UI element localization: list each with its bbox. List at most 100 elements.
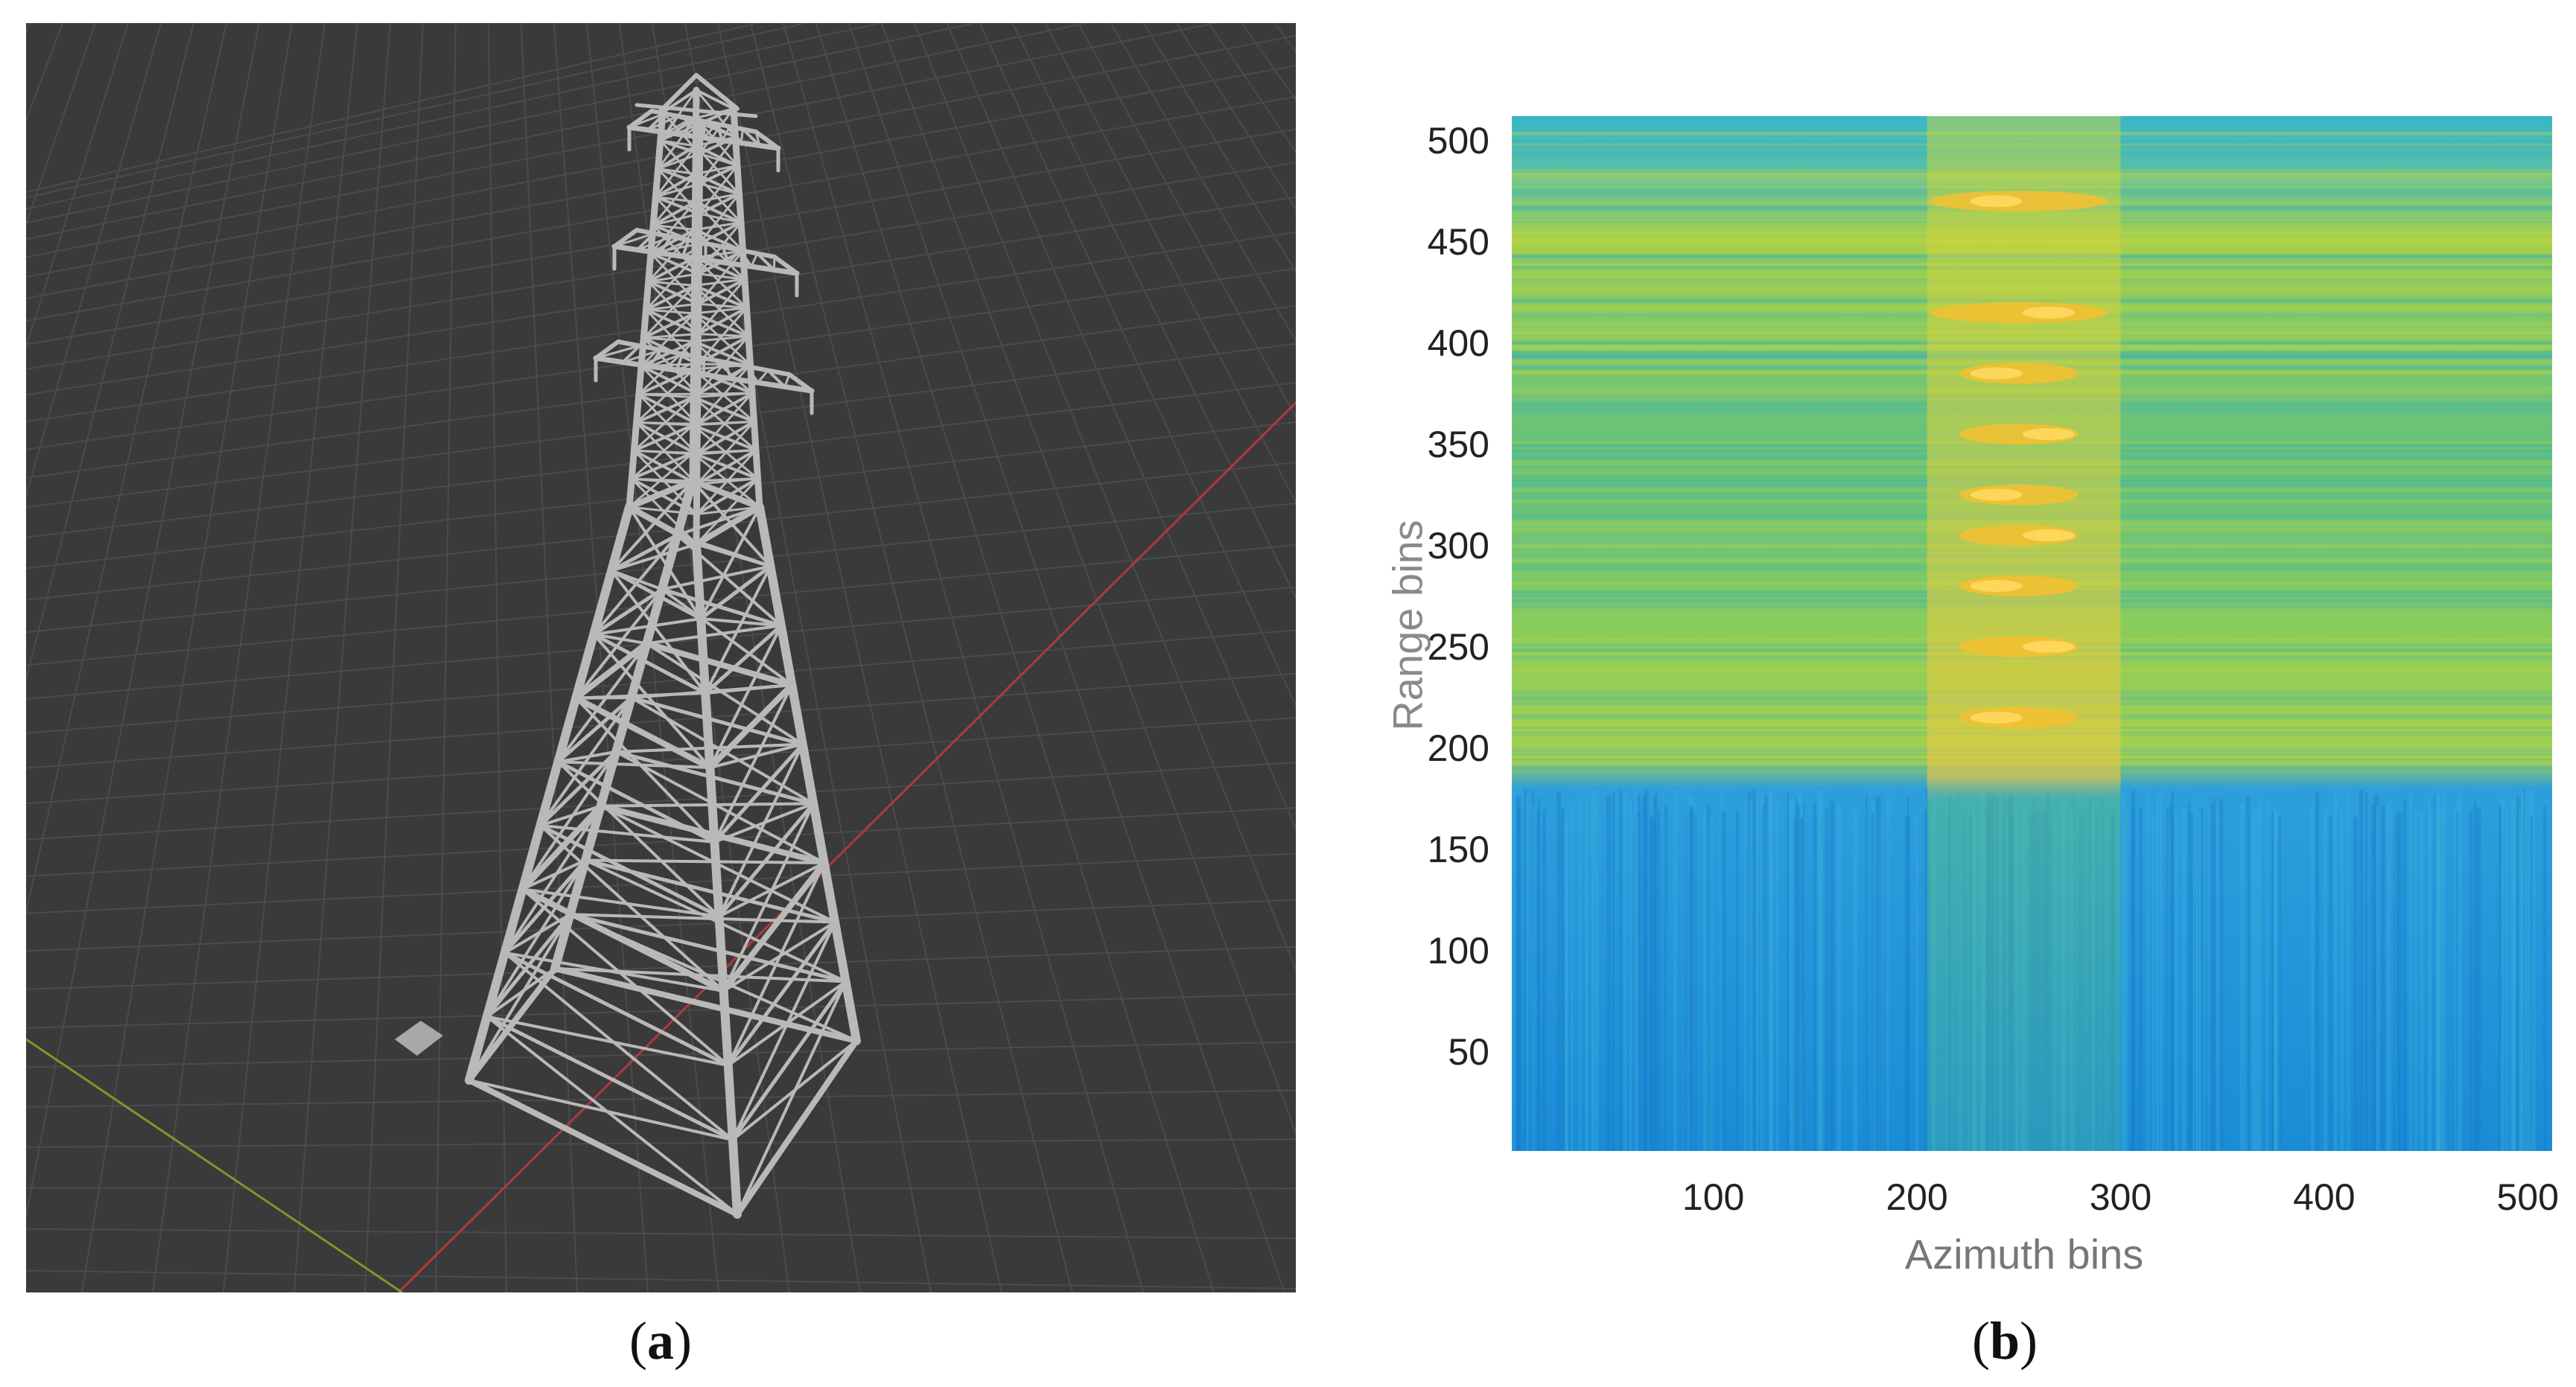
noise-stripe [1650,814,1653,1151]
tower-member [635,103,758,118]
tower-member [640,339,696,368]
tower-member [632,449,698,516]
tower-member [659,139,701,185]
x-tick-label: 100 [1682,1176,1745,1218]
tower-member [594,340,620,360]
grid-line [26,806,1296,877]
x-tick-label: 400 [2293,1176,2356,1218]
tower-member [521,887,721,918]
noise-stripe [1786,792,1790,1151]
tower-member [728,125,742,144]
tower-member [684,120,705,136]
grid-line [1077,23,1296,419]
y-tick-label: 100 [1427,929,1489,972]
tower-member [722,920,837,992]
tower-member [465,503,634,1085]
y-tick-label: 250 [1427,625,1489,668]
tower-member [649,252,700,305]
tower-member [645,624,783,645]
y-tick-label: 400 [1427,322,1489,364]
noise-stripe [1825,809,1829,1151]
tower-member [657,117,698,170]
tower-member [693,249,744,259]
noise-stripe [2146,792,2150,1151]
tower-member [485,1015,739,1216]
noise-stripe [1705,806,1708,1151]
noise-stripe [1762,804,1766,1151]
y-tick-label: 150 [1427,828,1489,870]
tower-member [591,587,664,637]
tower-member [740,128,744,144]
tower-member [485,1015,730,1067]
tower-member [722,802,815,992]
noise-stripe [1651,817,1656,1151]
noise-stripe [2394,815,2399,1151]
noise-stripe [2251,814,2255,1151]
noise-stripe [2131,809,2134,1151]
noise-stripe [2200,809,2204,1151]
noise-stripe [1664,805,1668,1151]
tower-member [642,312,696,339]
noise-stripe [2347,794,2350,1151]
grid-line [26,852,1296,914]
noise-stripe [2174,812,2179,1151]
noise-stripe [2216,811,2222,1151]
grid-line [26,1041,1296,1068]
tower-member [696,306,748,336]
tower-member [574,696,716,844]
tower-member [640,365,699,426]
tower-member [609,533,679,573]
noise-stripe [1653,796,1656,1151]
noise-stripe [1641,796,1647,1151]
tower-member [642,284,696,339]
tower-member [773,255,798,275]
noise-stripe [1720,788,1724,1151]
noise-stripe [1517,807,1521,1151]
noise-stripe [2353,817,2358,1151]
tower-member [613,229,638,248]
tower-member [698,182,740,196]
noise-stripe [1586,803,1588,1151]
noise-stripe [2315,792,2320,1151]
noise-stripe [2434,816,2440,1151]
tower-member [628,452,694,508]
noise-stripe [2125,812,2128,1151]
noise-stripe [1924,809,1930,1151]
noise-stripe [2195,795,2198,1151]
noise-stripe [1865,794,1868,1151]
noise-stripe [1755,796,1758,1151]
tower-member [734,1038,859,1217]
noise-stripe [1561,807,1565,1151]
noise-stripe [1606,794,1611,1151]
noise-stripe [2376,806,2380,1151]
y-tick-label: 450 [1427,220,1489,263]
tower-member [538,823,716,844]
grid-line [26,232,1296,423]
noise-stripe [2245,798,2247,1151]
x-tick-label: 300 [2089,1176,2152,1218]
tower-member [699,506,761,620]
tower-member [647,280,699,335]
tower-member [694,164,739,175]
noise-stripe [2122,791,2126,1151]
grid-line [26,23,260,1220]
grid-line [26,23,130,350]
tower-member [675,357,705,372]
tower-member [658,138,702,156]
tower-member [597,803,827,866]
tower-member [696,420,755,426]
tower-member [713,802,815,844]
noise-stripe [1649,816,1652,1151]
tower-member [646,115,679,131]
tower-member [665,118,692,134]
grid-line [26,95,1296,322]
grid-line [1208,23,1296,154]
tower-member [745,365,760,384]
noise-stripe [1875,796,1881,1151]
tower-member [695,448,757,486]
grid-line [815,23,1215,1292]
noise-stripe [2274,812,2277,1151]
tower-return-column [1927,116,2121,1151]
tower-member [657,168,701,215]
noise-stripe [2213,798,2216,1151]
